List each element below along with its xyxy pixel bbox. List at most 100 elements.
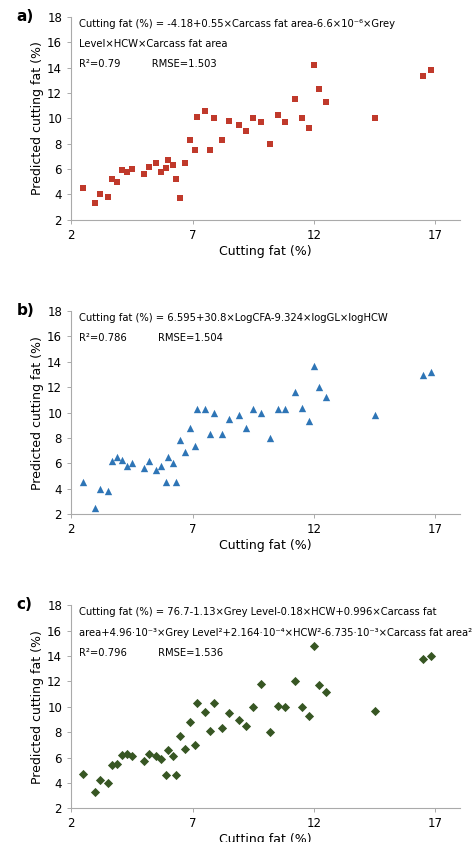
Point bbox=[177, 434, 184, 447]
Point bbox=[162, 769, 170, 782]
Text: Level×HCW×Carcass fat area: Level×HCW×Carcass fat area bbox=[79, 40, 228, 49]
Point bbox=[281, 402, 289, 415]
Text: Cutting fat (%) = -4.18+0.55×Carcass fat area-6.6×10⁻⁶×Grey: Cutting fat (%) = -4.18+0.55×Carcass fat… bbox=[79, 19, 395, 29]
Text: b): b) bbox=[17, 303, 35, 318]
Point bbox=[235, 408, 243, 422]
Point bbox=[298, 112, 306, 125]
Point bbox=[371, 112, 379, 125]
Text: Cutting fat (%) = 6.595+30.8×LogCFA-9.324×logGL×logHCW: Cutting fat (%) = 6.595+30.8×LogCFA-9.32… bbox=[79, 313, 388, 323]
Point bbox=[118, 749, 126, 762]
Point bbox=[291, 674, 298, 688]
Point bbox=[157, 459, 165, 472]
Point bbox=[145, 747, 153, 760]
Point bbox=[128, 163, 136, 176]
Point bbox=[242, 719, 250, 733]
Point bbox=[371, 408, 379, 422]
X-axis label: Cutting fat (%): Cutting fat (%) bbox=[219, 833, 312, 842]
Point bbox=[249, 112, 257, 125]
Point bbox=[162, 161, 170, 174]
Point bbox=[225, 115, 233, 128]
Point bbox=[225, 706, 233, 720]
Point bbox=[274, 108, 282, 121]
Point bbox=[96, 774, 104, 787]
Point bbox=[242, 421, 250, 434]
Point bbox=[162, 476, 170, 489]
Point bbox=[257, 677, 264, 690]
Point bbox=[177, 191, 184, 205]
Point bbox=[206, 143, 213, 157]
Point bbox=[123, 165, 131, 179]
Point bbox=[80, 767, 87, 781]
Text: Cutting fat (%) = 76.7-1.13×Grey Level-0.18×HCW+0.996×Carcass fat: Cutting fat (%) = 76.7-1.13×Grey Level-0… bbox=[79, 607, 437, 617]
Point bbox=[235, 713, 243, 727]
Point bbox=[206, 428, 213, 441]
Y-axis label: Predicted cutting fat (%): Predicted cutting fat (%) bbox=[31, 630, 44, 784]
Point bbox=[118, 163, 126, 177]
Point bbox=[140, 754, 148, 768]
Point bbox=[128, 749, 136, 763]
Point bbox=[242, 125, 250, 138]
Point bbox=[182, 156, 189, 169]
Point bbox=[291, 386, 298, 399]
Text: area+4.96·10⁻³×Grey Level²+2.164·10⁻⁴×HCW²-6.735·10⁻³×Carcass fat area²: area+4.96·10⁻³×Grey Level²+2.164·10⁻⁴×HC… bbox=[79, 627, 472, 637]
Point bbox=[80, 476, 87, 489]
Point bbox=[305, 415, 313, 429]
Point bbox=[315, 83, 323, 96]
Y-axis label: Predicted cutting fat (%): Predicted cutting fat (%) bbox=[31, 336, 44, 489]
Point bbox=[113, 450, 121, 464]
Point bbox=[186, 421, 194, 434]
Point bbox=[427, 365, 434, 379]
Point bbox=[152, 749, 160, 763]
Point bbox=[291, 93, 298, 106]
Point bbox=[206, 724, 213, 738]
Point bbox=[218, 722, 226, 735]
Point bbox=[249, 402, 257, 415]
Point bbox=[182, 445, 189, 459]
Point bbox=[298, 700, 306, 713]
Point bbox=[140, 461, 148, 475]
Point bbox=[310, 359, 318, 372]
Point bbox=[419, 368, 427, 381]
Point bbox=[266, 137, 274, 151]
Point bbox=[281, 115, 289, 129]
Point bbox=[315, 381, 323, 394]
Point bbox=[419, 70, 427, 83]
Point bbox=[266, 726, 274, 739]
Text: R²=0.79          RMSE=1.503: R²=0.79 RMSE=1.503 bbox=[79, 60, 217, 69]
Point bbox=[210, 406, 218, 419]
Point bbox=[91, 785, 99, 798]
Point bbox=[322, 685, 330, 698]
Point bbox=[164, 743, 172, 757]
Point bbox=[191, 439, 199, 452]
Point bbox=[152, 156, 160, 169]
Point bbox=[235, 118, 243, 131]
Point bbox=[305, 709, 313, 722]
Point bbox=[298, 401, 306, 414]
Point bbox=[140, 168, 148, 181]
Point bbox=[177, 729, 184, 743]
Text: R²=0.796          RMSE=1.536: R²=0.796 RMSE=1.536 bbox=[79, 648, 223, 658]
Point bbox=[322, 95, 330, 109]
Point bbox=[274, 699, 282, 712]
Text: R²=0.786          RMSE=1.504: R²=0.786 RMSE=1.504 bbox=[79, 333, 223, 344]
Point bbox=[191, 738, 199, 752]
Point bbox=[128, 456, 136, 470]
Point bbox=[201, 706, 209, 719]
Point bbox=[193, 696, 201, 710]
Point bbox=[249, 700, 257, 713]
Point bbox=[201, 104, 209, 117]
Point bbox=[210, 112, 218, 125]
Point bbox=[113, 757, 121, 770]
Point bbox=[104, 190, 111, 204]
Point bbox=[172, 173, 179, 186]
Point bbox=[274, 402, 282, 415]
Point bbox=[164, 153, 172, 167]
Point bbox=[427, 649, 434, 663]
Point bbox=[113, 175, 121, 189]
Point bbox=[322, 391, 330, 404]
Point bbox=[164, 450, 172, 464]
Point bbox=[257, 115, 264, 129]
X-axis label: Cutting fat (%): Cutting fat (%) bbox=[219, 244, 312, 258]
Point bbox=[310, 639, 318, 653]
Point bbox=[225, 413, 233, 426]
